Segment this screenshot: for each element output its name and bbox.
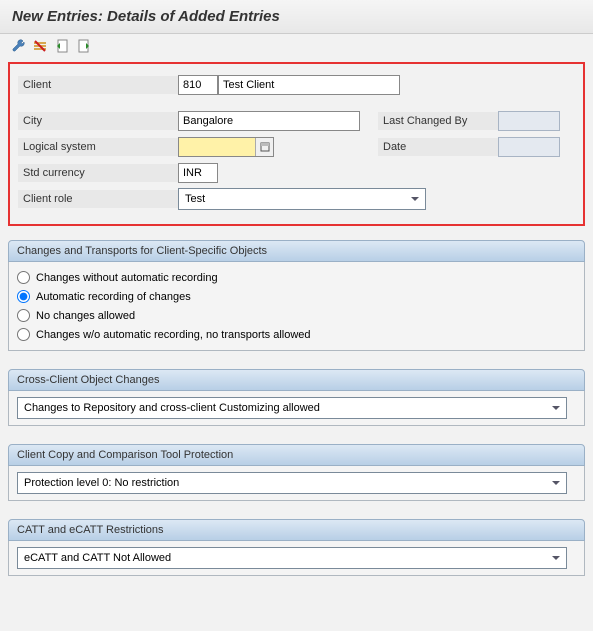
radio-auto-recording[interactable]: [17, 290, 30, 303]
logical-system-combo[interactable]: [178, 137, 274, 157]
chevron-down-icon[interactable]: [548, 400, 564, 416]
toolbar: [0, 34, 593, 58]
catt-panel: CATT and eCATT Restrictions eCATT and CA…: [8, 519, 585, 576]
date-value: [498, 137, 560, 157]
radio-no-changes[interactable]: [17, 309, 30, 322]
client-copy-header: Client Copy and Comparison Tool Protecti…: [8, 444, 585, 466]
logical-system-label: Logical system: [18, 138, 178, 156]
radio-label: Automatic recording of changes: [36, 291, 191, 303]
radio-label: Changes w/o automatic recording, no tran…: [36, 329, 311, 341]
chevron-down-icon[interactable]: [548, 550, 564, 566]
currency-label: Std currency: [18, 164, 178, 182]
chevron-down-icon[interactable]: [548, 475, 564, 491]
radio-label: No changes allowed: [36, 310, 135, 322]
cross-client-header: Cross-Client Object Changes: [8, 369, 585, 391]
cross-client-dropdown[interactable]: Changes to Repository and cross-client C…: [17, 397, 567, 419]
radio-label: Changes without automatic recording: [36, 272, 218, 284]
client-role-label: Client role: [18, 190, 178, 208]
cross-client-value: Changes to Repository and cross-client C…: [24, 402, 548, 414]
client-copy-value: Protection level 0: No restriction: [24, 477, 548, 489]
client-label: Client: [18, 76, 178, 94]
content-area: Client City Last Changed By Logical syst…: [0, 58, 593, 598]
last-changed-label: Last Changed By: [378, 112, 498, 130]
date-label: Date: [378, 138, 498, 156]
page-title: New Entries: Details of Added Entries: [0, 0, 593, 34]
client-details-box: Client City Last Changed By Logical syst…: [8, 62, 585, 226]
catt-header: CATT and eCATT Restrictions: [8, 519, 585, 541]
logical-system-input[interactable]: [179, 138, 255, 156]
client-role-value: Test: [185, 193, 407, 205]
client-number-input[interactable]: [178, 75, 218, 95]
radio-no-auto-recording[interactable]: [17, 271, 30, 284]
client-copy-panel: Client Copy and Comparison Tool Protecti…: [8, 444, 585, 501]
changes-transports-header: Changes and Transports for Client-Specif…: [8, 240, 585, 262]
currency-input[interactable]: [178, 163, 218, 183]
catt-value: eCATT and CATT Not Allowed: [24, 552, 548, 564]
radio-row-2[interactable]: Automatic recording of changes: [17, 287, 576, 306]
radio-row-3[interactable]: No changes allowed: [17, 306, 576, 325]
radio-no-auto-no-transport[interactable]: [17, 328, 30, 341]
client-name-input[interactable]: [218, 75, 400, 95]
chevron-down-icon[interactable]: [407, 191, 423, 207]
catt-dropdown[interactable]: eCATT and CATT Not Allowed: [17, 547, 567, 569]
logical-system-lookup-icon[interactable]: [255, 138, 273, 156]
radio-row-4[interactable]: Changes w/o automatic recording, no tran…: [17, 325, 576, 344]
last-changed-value: [498, 111, 560, 131]
cross-client-panel: Cross-Client Object Changes Changes to R…: [8, 369, 585, 426]
wrench-icon[interactable]: [10, 38, 26, 54]
page-next-icon[interactable]: [76, 38, 92, 54]
delete-row-icon[interactable]: [32, 38, 48, 54]
changes-transports-panel: Changes and Transports for Client-Specif…: [8, 240, 585, 351]
city-label: City: [18, 112, 178, 130]
client-copy-dropdown[interactable]: Protection level 0: No restriction: [17, 472, 567, 494]
page-prev-icon[interactable]: [54, 38, 70, 54]
client-role-dropdown[interactable]: Test: [178, 188, 426, 210]
city-input[interactable]: [178, 111, 360, 131]
radio-row-1[interactable]: Changes without automatic recording: [17, 268, 576, 287]
